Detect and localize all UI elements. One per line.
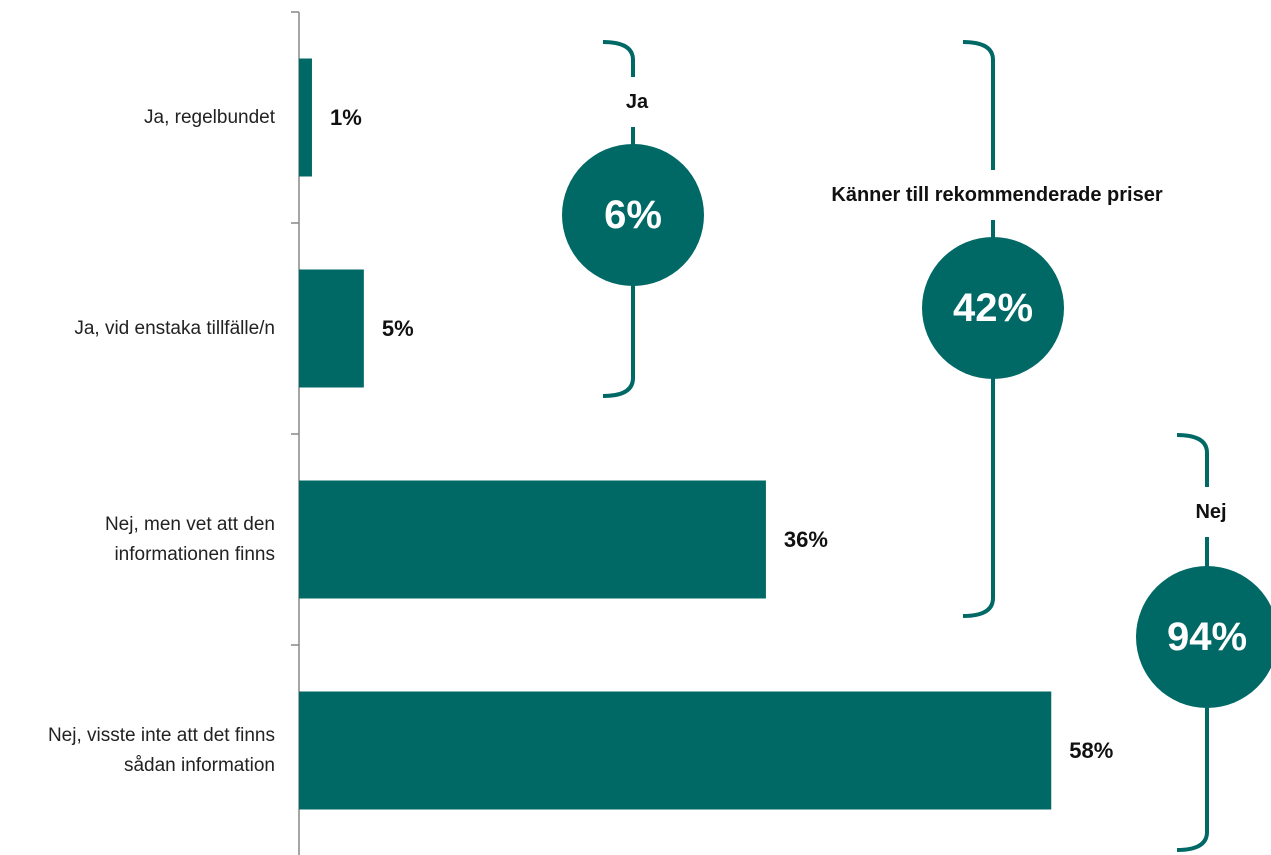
category-label: Ja, regelbundet	[144, 106, 275, 128]
total-label: 42%	[953, 286, 1033, 330]
value-label: 58%	[1069, 738, 1113, 763]
value-label: 36%	[784, 527, 828, 552]
label-background	[619, 77, 655, 127]
label-background	[1189, 487, 1233, 537]
total-circle	[562, 144, 704, 286]
total-circle	[922, 237, 1064, 379]
annotation-label: Nej	[1195, 501, 1226, 523]
bar	[299, 480, 766, 599]
value-label: 5%	[382, 316, 414, 341]
value-label: 1%	[330, 105, 362, 130]
total-label: 94%	[1167, 615, 1247, 659]
total-label: 6%	[604, 193, 662, 237]
annotation-label: Känner till rekommenderade priser	[831, 184, 1162, 206]
annotation-label: Ja	[626, 91, 649, 113]
category-label: Ja, vid enstaka tillfälle/n	[74, 317, 275, 339]
category-label: Nej, men vet att den informationen finns	[104, 513, 275, 565]
bar	[299, 269, 364, 388]
category-label: Nej, visste inte att det finns sådan inf…	[47, 724, 275, 776]
bar	[299, 691, 1052, 810]
label-background	[825, 170, 1169, 220]
total-circle	[1136, 566, 1271, 708]
bar	[299, 58, 312, 177]
